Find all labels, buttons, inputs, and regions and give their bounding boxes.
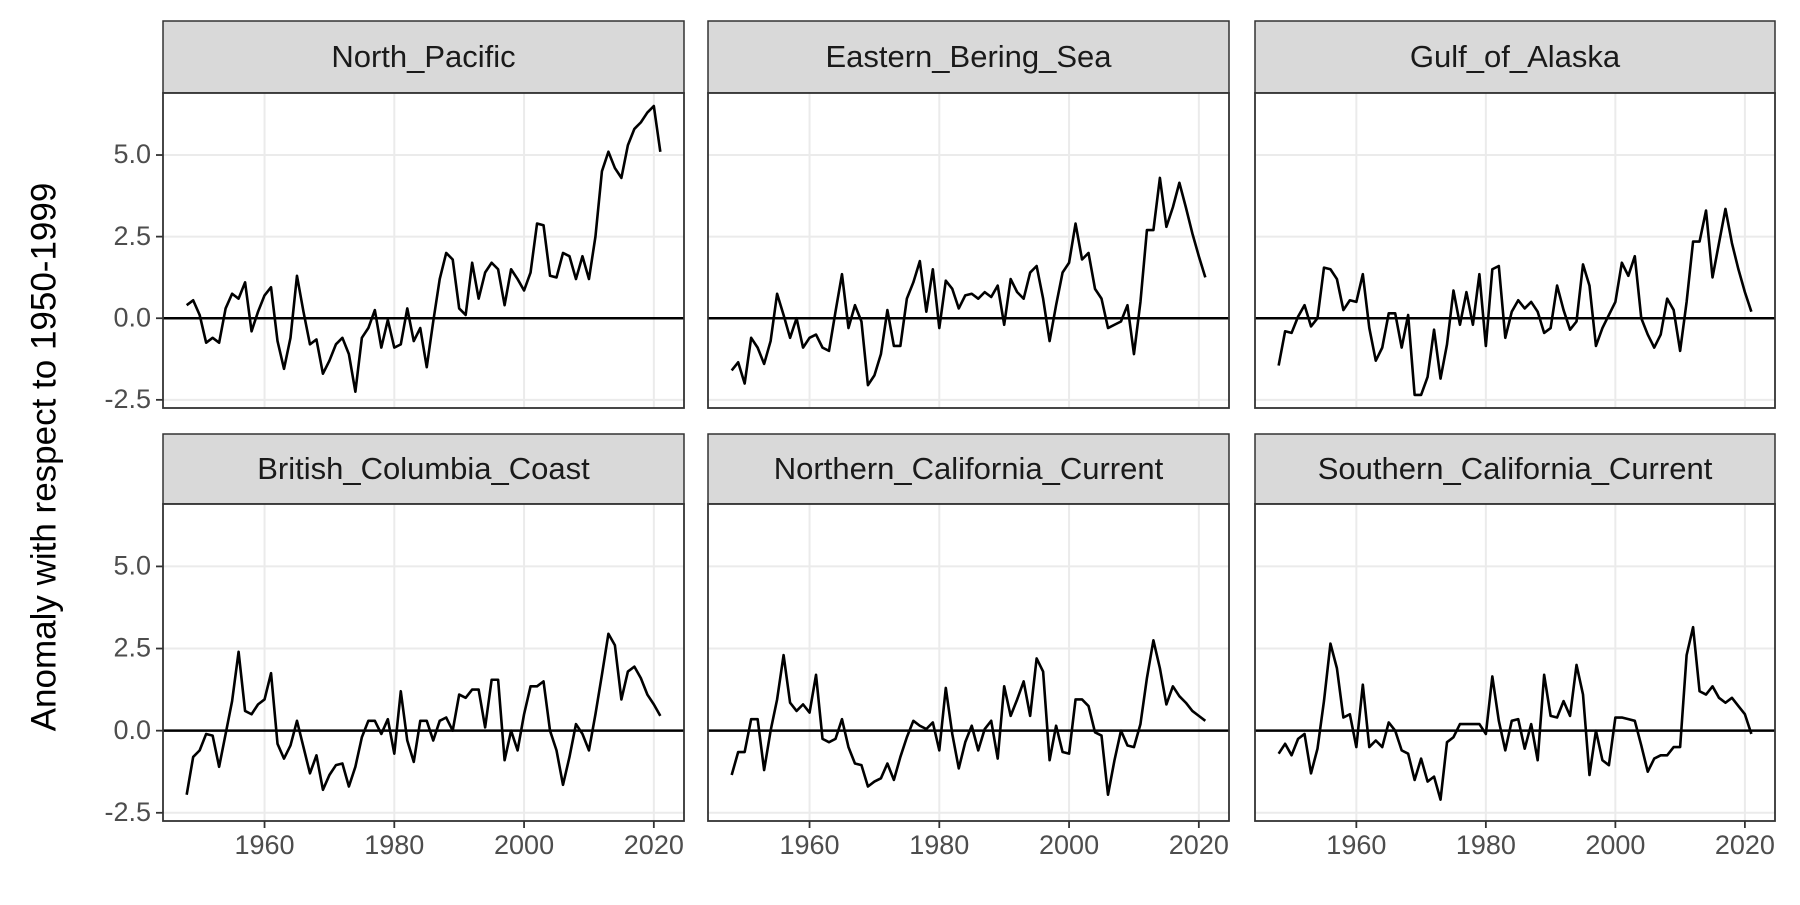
y-tick-label: -2.5 bbox=[104, 797, 151, 827]
x-tick-label: 2020 bbox=[624, 830, 684, 860]
y-tick-label: 5.0 bbox=[113, 551, 151, 581]
panel bbox=[1255, 93, 1775, 408]
x-tick-label: 1960 bbox=[235, 830, 295, 860]
data-line bbox=[1277, 207, 1753, 397]
facet-strip bbox=[707, 20, 1230, 94]
panel bbox=[708, 93, 1229, 408]
panel bbox=[1255, 504, 1775, 821]
panel bbox=[163, 504, 684, 821]
panel-border bbox=[707, 92, 1230, 409]
x-tick-label: 1960 bbox=[780, 830, 840, 860]
facet-title: Southern_California_Current bbox=[1318, 451, 1713, 486]
facet-title: Eastern_Bering_Sea bbox=[825, 39, 1112, 74]
facet-strip bbox=[707, 433, 1230, 505]
y-tick-label: 2.5 bbox=[113, 633, 151, 663]
y-tick-label: 0.0 bbox=[113, 715, 151, 745]
panel-border bbox=[1254, 92, 1776, 409]
data-line bbox=[730, 639, 1207, 797]
data-line bbox=[185, 632, 662, 795]
facet-title: North_Pacific bbox=[331, 39, 515, 74]
y-axis-label: Anomaly with respect to 1950-1999 bbox=[24, 183, 63, 732]
y-tick-label: -2.5 bbox=[104, 384, 151, 414]
panel-border bbox=[162, 92, 685, 409]
facet-title: Northern_California_Current bbox=[774, 451, 1164, 486]
panel-border bbox=[162, 503, 685, 822]
x-tick-label: 1960 bbox=[1326, 830, 1386, 860]
data-line bbox=[730, 176, 1207, 387]
facet-strip bbox=[1254, 433, 1776, 505]
x-tick-label: 2000 bbox=[494, 830, 554, 860]
facet-title: British_Columbia_Coast bbox=[257, 451, 590, 486]
data-line bbox=[1277, 625, 1753, 801]
facet-strip bbox=[1254, 20, 1776, 94]
facet-strip bbox=[162, 20, 685, 94]
y-tick-label: 5.0 bbox=[113, 139, 151, 169]
facet-strip bbox=[162, 433, 685, 505]
x-tick-label: 2000 bbox=[1585, 830, 1645, 860]
panel bbox=[708, 504, 1229, 821]
data-line bbox=[185, 104, 662, 393]
panel-border bbox=[1254, 503, 1776, 822]
x-tick-label: 2020 bbox=[1715, 830, 1775, 860]
panel-border bbox=[707, 503, 1230, 822]
y-tick-label: 2.5 bbox=[113, 221, 151, 251]
x-tick-label: 1980 bbox=[364, 830, 424, 860]
x-tick-label: 2020 bbox=[1169, 830, 1229, 860]
y-tick-label: 0.0 bbox=[113, 302, 151, 332]
panel bbox=[163, 93, 684, 408]
x-tick-label: 2000 bbox=[1039, 830, 1099, 860]
facet-title: Gulf_of_Alaska bbox=[1410, 39, 1621, 74]
x-tick-label: 1980 bbox=[909, 830, 969, 860]
x-tick-label: 1980 bbox=[1456, 830, 1516, 860]
